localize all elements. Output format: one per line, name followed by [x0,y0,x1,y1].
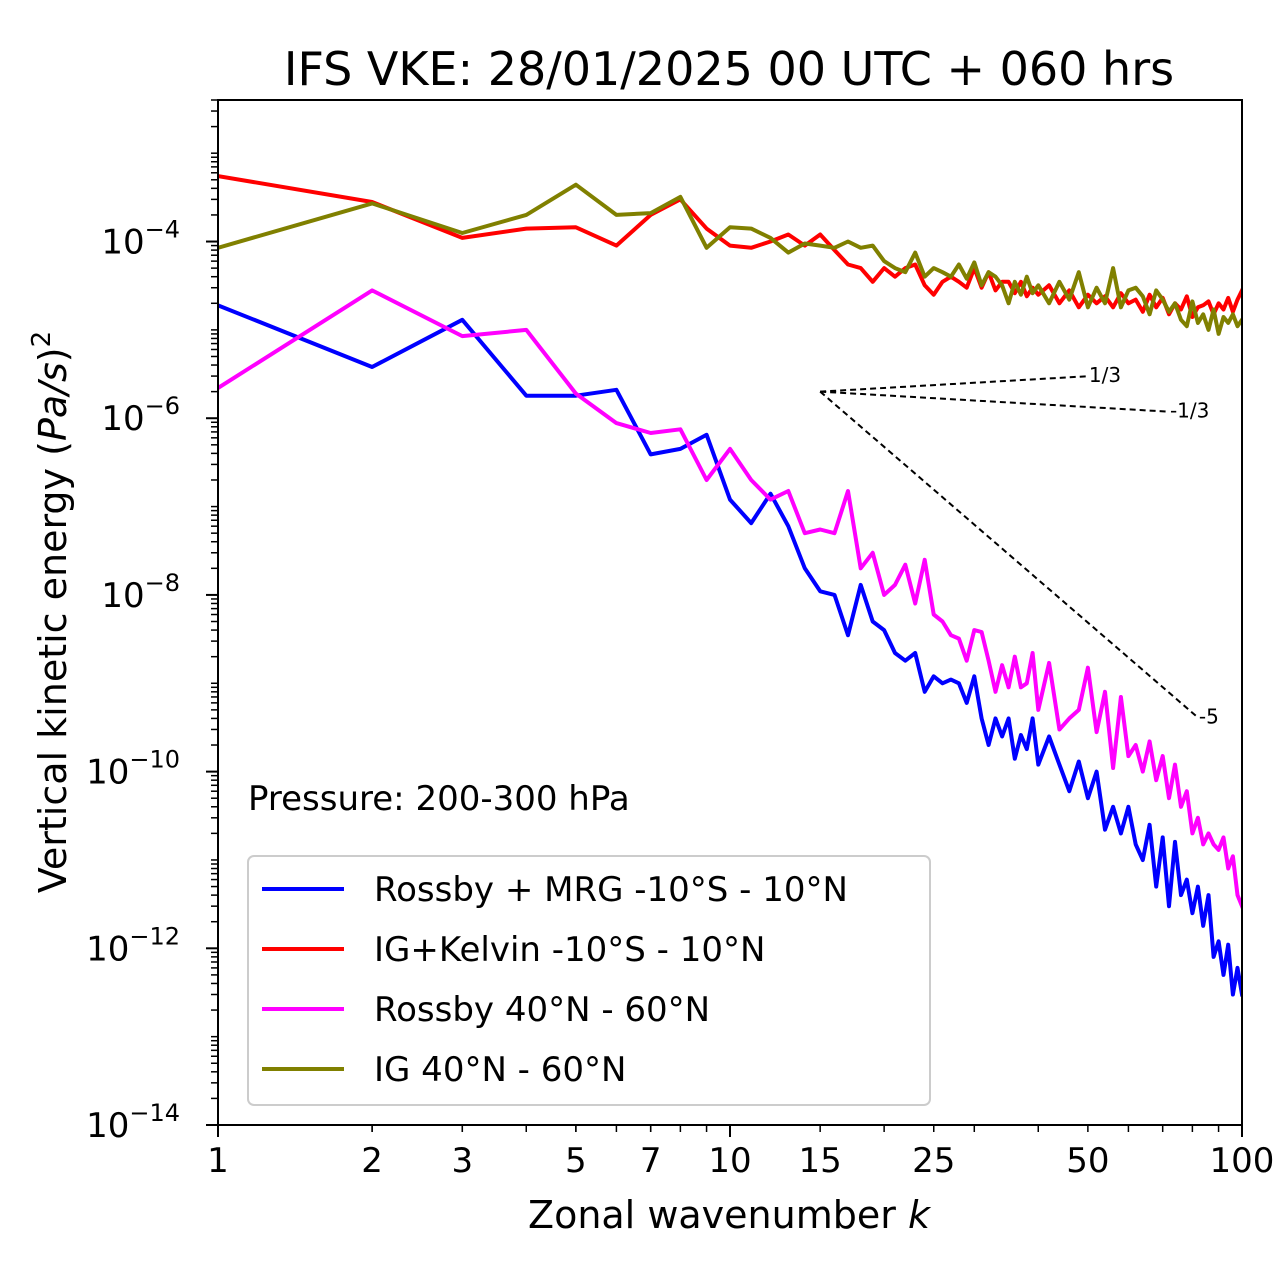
y-tick-label: 10−8 [101,569,180,616]
x-tick-label: 100 [1210,1141,1275,1181]
y-axis-label: Vertical kinetic energy (Pa/s)2 [27,331,75,893]
series-group [218,174,1242,997]
y-tick-label: 10−6 [101,392,180,439]
y-tick-label: 10−4 [101,216,180,263]
legend-box [247,855,931,1106]
x-axis-label: Zonal wavenumber k [528,1193,932,1237]
legend-label-3: Rossby 40°N - 60°N [374,990,710,1030]
reference-slope-line-1 [820,375,1088,393]
series-line-4 [218,182,1242,336]
x-tick-label: 10 [708,1141,751,1181]
reference-slope-label-2: -1/3 [1170,399,1209,423]
x-tick-label: 3 [451,1141,473,1181]
series-line-2 [218,174,1242,319]
x-tick-label: 50 [1066,1141,1109,1181]
x-tick-label: 15 [799,1141,842,1181]
legend: Rossby + MRG -10°S - 10°N IG+Kelvin -10°S… [247,855,931,1106]
x-tick-label: 5 [565,1141,587,1181]
y-tick-label: 10−10 [86,746,180,793]
reference-slope-label-3: -5 [1199,705,1219,729]
plot-area: 1/3 -1/3 -5 1 2 3 5 7 10 15 25 50 100 10−14 10−12 10−10… [86,99,1275,1181]
pressure-annotation: Pressure: 200-300 hPa [248,779,630,819]
y-tick-label: 10−12 [86,922,180,969]
legend-label-4: IG 40°N - 60°N [374,1050,626,1090]
x-tick-label: 7 [640,1141,662,1181]
chart-title: IFS VKE: 28/01/2025 00 UTC + 060 hrs [284,42,1174,96]
legend-label-1: Rossby + MRG -10°S - 10°N [374,870,848,910]
x-tick-label: 2 [361,1141,383,1181]
y-tick-label: 10−14 [86,1099,180,1146]
x-tick-label: 1 [207,1141,229,1181]
reference-slope-line-2 [820,390,1170,413]
series-line-1 [218,303,1242,997]
series-line-3 [218,288,1242,909]
reference-slope-line-3 [819,390,1199,719]
x-tick-label: 25 [912,1141,955,1181]
reference-slope-label-1: 1/3 [1089,363,1121,387]
legend-label-2: IG+Kelvin -10°S - 10°N [374,930,765,970]
